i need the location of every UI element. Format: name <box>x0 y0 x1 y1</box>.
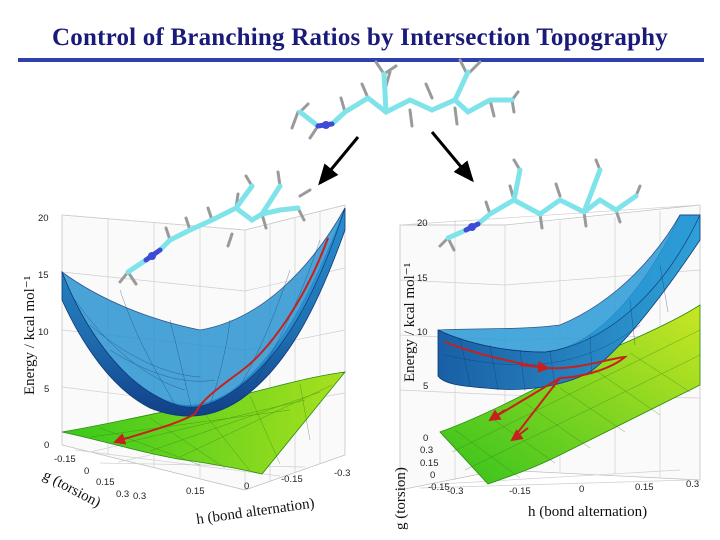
right-z-tick-5: 5 <box>423 381 428 392</box>
right-h-tick-2: -0.15 <box>509 486 531 497</box>
right-x-axis-title: h (bond alternation) <box>528 504 647 520</box>
left-x-axis-title: h (bond alternation) <box>195 496 315 528</box>
right-g-tick-2: 0.15 <box>420 458 439 469</box>
left-h-tick-3: 0 <box>244 481 249 492</box>
left-h-tick-5: -0.3 <box>334 468 350 479</box>
left-h-tick-4: -0.15 <box>281 474 303 485</box>
right-h-ticks: -0.3 -0.15 0 0.15 0.3 <box>447 479 699 497</box>
left-g-tick-1: -0.15 <box>54 454 76 465</box>
right-g-ticks: 0.3 0.15 0 -0.15 <box>420 445 450 493</box>
right-z-tick-15: 15 <box>417 273 428 284</box>
right-h-tick-1: -0.3 <box>447 486 463 497</box>
left-h-tick-2: 0.15 <box>186 486 205 497</box>
right-z-tick-10: 10 <box>417 327 428 338</box>
left-g-tick-2: 0 <box>84 466 89 477</box>
right-z-tick-0: 0 <box>423 433 428 444</box>
right-z-tick-20: 20 <box>417 218 428 229</box>
left-z-tick-5: 5 <box>44 384 49 395</box>
left-g-ticks: -0.15 0 0.15 0.3 <box>54 454 129 500</box>
left-trajectory <box>113 237 329 445</box>
molecule-icon <box>118 170 312 286</box>
left-z-tick-20: 20 <box>38 213 49 224</box>
right-z-ticks: 0 5 10 15 20 <box>417 218 428 444</box>
left-plot: 0 5 10 15 20 -0.15 0 0.15 0.3 0.3 0.15 0… <box>22 204 350 528</box>
right-y-axis-title: Energy / kcal mol⁻¹ <box>402 263 418 382</box>
left-lower-surface <box>61 371 346 475</box>
molecule-icon <box>290 58 520 140</box>
right-h-tick-4: 0.15 <box>635 482 654 493</box>
right-g-tick-3: 0 <box>430 470 435 481</box>
right-h-tick-3: 0 <box>579 484 584 495</box>
left-z-tick-0: 0 <box>44 440 49 451</box>
right-h-tick-5: 0.3 <box>686 479 699 490</box>
right-g-tick-1: 0.3 <box>420 445 433 456</box>
slide-title: Control of Branching Ratios by Intersect… <box>52 24 668 51</box>
left-y-axis-title: Energy / kcal mol⁻¹ <box>22 276 38 395</box>
arrow-icon <box>318 136 360 186</box>
left-g-tick-4: 0.3 <box>116 489 129 500</box>
right-g-tick-4: -0.15 <box>428 482 450 493</box>
left-z-ticks: 0 5 10 15 20 <box>38 213 49 451</box>
left-g-axis-title: g (torsion) <box>40 467 103 511</box>
left-z-tick-15: 15 <box>38 270 49 281</box>
left-h-ticks: 0.3 0.15 0 -0.15 -0.3 <box>133 468 350 502</box>
arrow-icon <box>430 131 474 183</box>
title-rule <box>18 58 704 62</box>
right-g-axis-title: g (torsion) <box>393 467 409 530</box>
molecule-icon <box>438 158 642 252</box>
left-h-tick-1: 0.3 <box>133 491 146 502</box>
left-z-tick-10: 10 <box>38 327 49 338</box>
left-g-tick-3: 0.15 <box>96 477 115 488</box>
right-plot: 0 5 10 15 20 0.3 0.15 0 -0.15 -0.3 -0.15… <box>393 204 701 530</box>
